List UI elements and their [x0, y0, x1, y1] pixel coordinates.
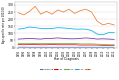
X-axis label: Year of Diagnosis: Year of Diagnosis	[53, 57, 79, 61]
Y-axis label: Age-specific rate per 100,000: Age-specific rate per 100,000	[2, 7, 6, 43]
Legend: Under 55, 55-64, 65-74, 75-74, 85+: Under 55, 55-64, 65-74, 75-74, 85+	[39, 68, 94, 71]
